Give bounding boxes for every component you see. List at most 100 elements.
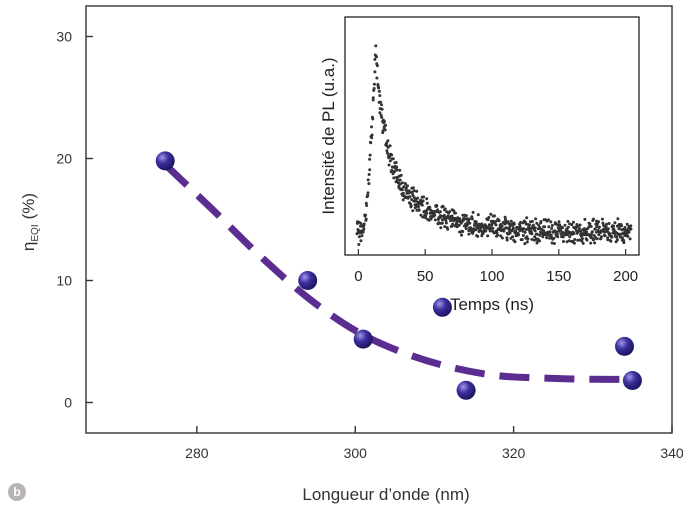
inset-data-point	[368, 168, 372, 172]
inset-data-point	[616, 217, 620, 221]
inset-data-point	[369, 141, 373, 145]
inset-data-point	[443, 225, 447, 229]
inset-data-point	[440, 221, 444, 225]
inset-data-point	[380, 115, 384, 119]
inset-data-point	[561, 235, 565, 239]
y-axis-label-subscript: EQI	[30, 224, 41, 241]
inset-data-point	[512, 222, 516, 226]
inset-data-point	[528, 223, 532, 227]
inset-data-point	[471, 210, 475, 214]
inset-data-point	[568, 235, 572, 239]
inset-data-point	[597, 220, 601, 224]
inset-data-point	[513, 240, 517, 244]
inset-data-point	[581, 241, 585, 245]
data-point	[432, 297, 452, 317]
inset-data-point	[509, 219, 513, 223]
inset-data-point	[390, 153, 394, 157]
inset-data-point	[623, 226, 627, 229]
inset-data-point	[533, 226, 537, 230]
inset-x-ticks: 0 50 100 150 200	[354, 249, 638, 285]
inset-data-point	[589, 241, 593, 245]
inset-data-point	[525, 216, 529, 220]
inset-data-point	[547, 218, 550, 222]
inset-data-point	[600, 217, 604, 221]
inset-data-point	[401, 191, 405, 195]
inset-data-point	[571, 220, 575, 224]
y-tick-label: 20	[56, 151, 72, 167]
inset-data-point	[622, 238, 626, 242]
inset-data-point	[370, 133, 374, 137]
inset-data-point	[617, 227, 621, 231]
inset-data-point	[486, 234, 490, 238]
inset-data-point	[573, 238, 577, 241]
inset-data-point	[408, 195, 412, 199]
inset-data-point	[454, 211, 457, 215]
inset-data-point	[359, 221, 363, 225]
main-plot: 0 10 20 30 280 300 320 340 Longueur d’onde (nm…	[19, 5, 683, 504]
inset-data-point	[605, 222, 609, 226]
inset-data-point	[579, 229, 583, 233]
inset-data-point	[538, 233, 542, 237]
inset-data-point	[566, 219, 570, 223]
data-point	[298, 271, 318, 290]
inset-data-point	[378, 111, 382, 115]
inset-data-point	[374, 44, 378, 48]
inset-data-point	[593, 227, 597, 231]
inset-data-point	[395, 168, 399, 172]
inset-data-point	[511, 235, 515, 239]
panel-badge-circle	[8, 483, 26, 501]
inset-data-point	[439, 226, 443, 230]
inset-data-point	[417, 205, 420, 208]
inset-data-point	[377, 86, 381, 90]
inset-data-point	[368, 157, 372, 161]
inset-data-point	[549, 233, 553, 237]
inset-data-point	[550, 224, 554, 227]
inset-x-tick-label: 100	[479, 268, 504, 285]
fit-curve	[162, 162, 641, 383]
inset-data-point	[375, 76, 379, 80]
inset-data-point	[580, 239, 584, 243]
inset-data-point	[566, 225, 570, 229]
inset-data-point	[606, 227, 610, 231]
inset-data-point	[487, 216, 491, 219]
inset-data-point	[385, 149, 389, 153]
inset-data-point	[410, 198, 414, 202]
inset-data-point	[552, 242, 556, 245]
x-tick-label: 320	[502, 445, 526, 461]
inset-data-point	[552, 236, 556, 240]
inset-x-tick-label: 200	[613, 268, 638, 285]
y-tick-label: 0	[64, 395, 72, 411]
inset-data-point	[367, 173, 371, 176]
inset-data-point	[595, 225, 599, 228]
inset-data-point	[422, 195, 426, 199]
inset-data-point	[414, 198, 418, 202]
inset-data-point	[517, 233, 521, 237]
inset-data-point	[378, 94, 382, 98]
inset-data-point	[578, 223, 582, 227]
inset-data-point	[572, 241, 576, 245]
main-plot-frame	[85, 5, 673, 434]
main-x-ticks: 280 300 320 340	[185, 426, 683, 461]
inset-data-point	[361, 230, 365, 234]
inset-data-point	[521, 234, 525, 237]
inset-x-tick-label: 50	[417, 268, 434, 285]
inset-data-point	[416, 196, 420, 200]
inset-data-point	[400, 181, 404, 185]
panel-badge: b	[8, 483, 26, 501]
inset-data-point	[452, 209, 456, 213]
inset-data-point	[548, 230, 552, 234]
inset-data-point	[562, 240, 565, 243]
inset-data-point	[593, 241, 597, 245]
inset-y-axis-label: Intensité de PL (u.a.)	[319, 57, 338, 214]
inset-data-point	[387, 163, 391, 167]
inset-data-point	[511, 226, 515, 230]
y-tick-label: 10	[56, 273, 72, 289]
inset-data-point	[556, 235, 560, 239]
inset-data-point	[508, 231, 512, 235]
panel-letter: b	[13, 485, 20, 499]
inset-data-point	[409, 204, 413, 208]
x-tick-label: 340	[660, 445, 683, 461]
inset-data-point	[362, 222, 366, 226]
y-axis-label: ηEQI (%)	[19, 193, 41, 251]
